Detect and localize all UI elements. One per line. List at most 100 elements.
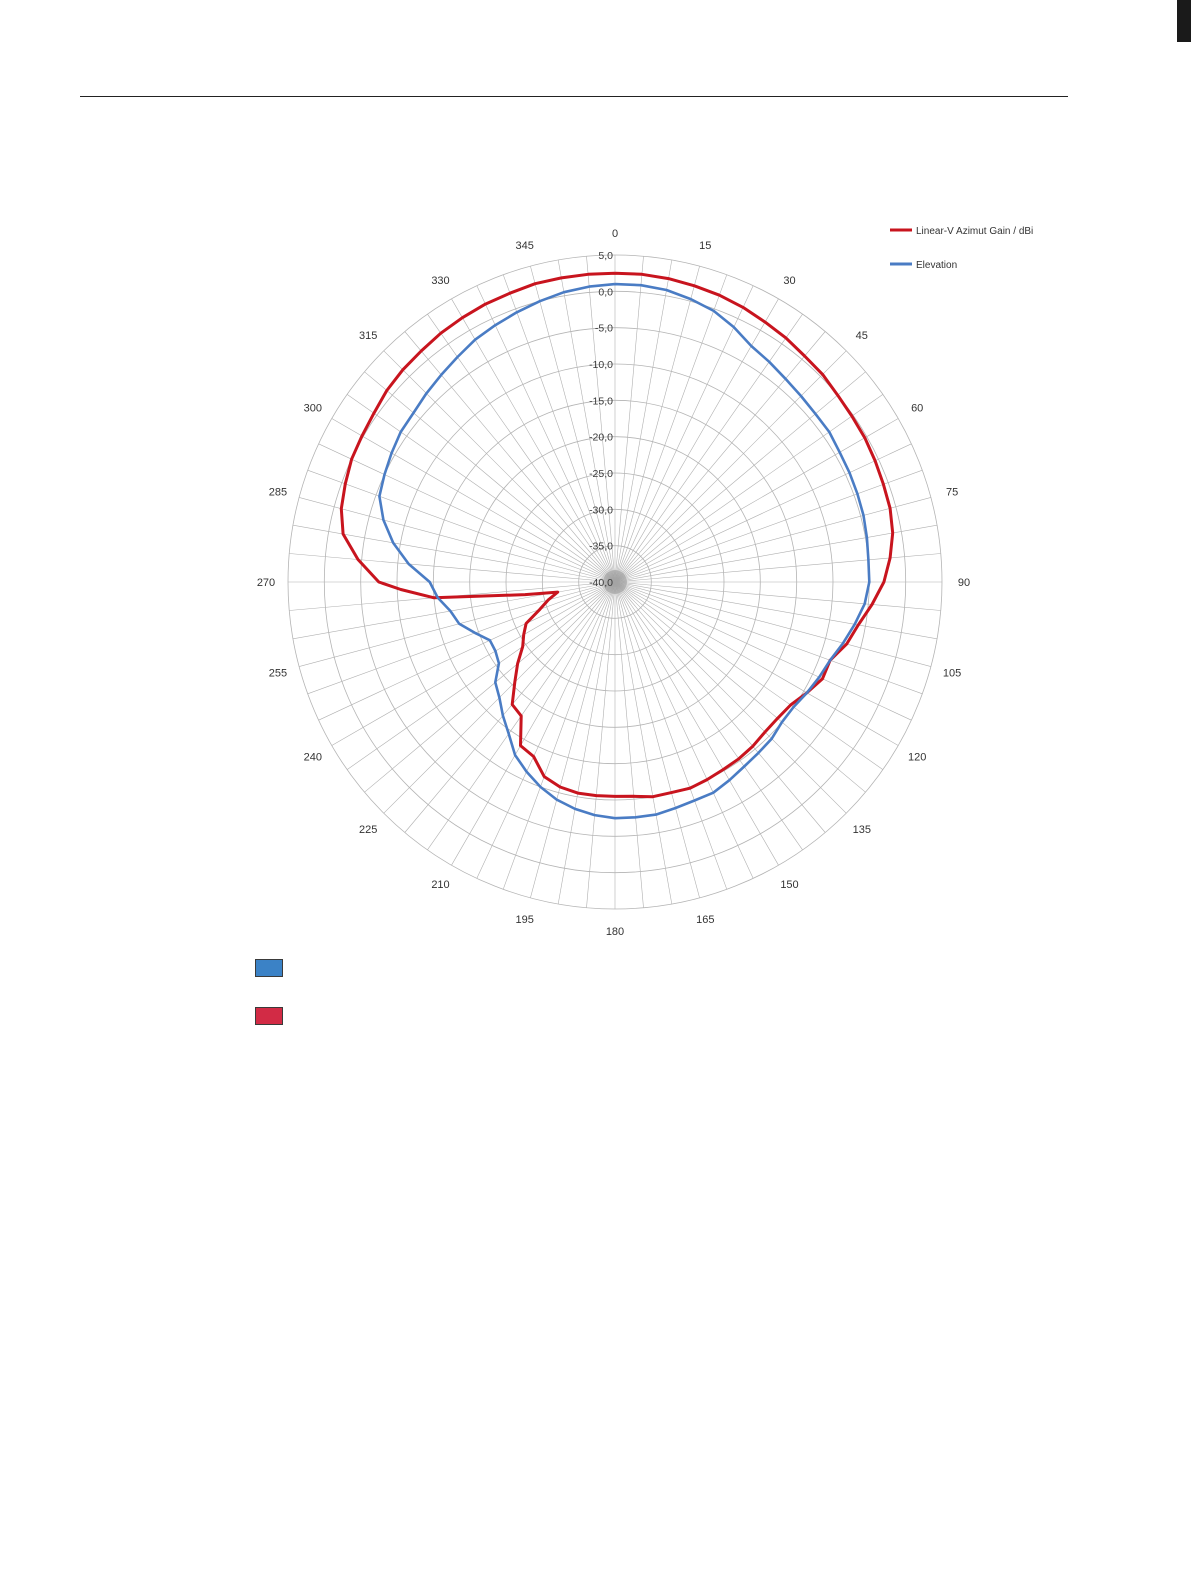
grid-spoke <box>451 581 616 866</box>
grid-spoke <box>614 259 673 583</box>
grid-spoke <box>331 581 616 746</box>
grid-spoke <box>557 581 616 905</box>
grid-spoke <box>614 331 826 583</box>
grid-spoke <box>614 285 754 583</box>
grid-spoke <box>318 443 616 583</box>
angle-tick-label: 330 <box>431 275 449 287</box>
grid-spoke <box>502 581 616 890</box>
radial-tick-label: -40,0 <box>589 577 613 589</box>
grid-spoke <box>299 581 616 667</box>
grid-spoke <box>614 581 754 879</box>
grid-spoke <box>614 581 923 695</box>
grid-spoke <box>586 581 616 908</box>
grid-spoke <box>614 581 728 890</box>
angle-tick-label: 180 <box>606 926 624 938</box>
angle-tick-label: 300 <box>304 403 322 415</box>
tick-labels: 0 15 30 45 60 75 90 105 120 135 150 165 180 195 210 225… <box>257 228 970 938</box>
grid-spoke <box>614 394 884 583</box>
page-top-rule <box>80 96 1068 97</box>
grid-spoke <box>614 581 847 814</box>
grid-spoke <box>614 581 912 721</box>
angle-tick-label: 240 <box>304 752 322 764</box>
radial-tick-label: -15,0 <box>589 395 613 407</box>
grid-spoke <box>404 331 616 583</box>
angle-tick-label: 90 <box>958 577 970 589</box>
series-line-elevation <box>378 282 871 820</box>
grid-spoke <box>346 394 616 583</box>
grid-spoke <box>614 581 866 793</box>
grid-spoke <box>307 581 616 695</box>
grid-spoke <box>614 581 931 667</box>
series-layer <box>339 271 895 820</box>
grid-spoke <box>451 298 616 583</box>
angle-tick-label: 165 <box>696 914 714 926</box>
angle-tick-label: 105 <box>943 667 961 679</box>
legend-label-elevation: Elevation <box>916 260 957 271</box>
radial-tick-label: -35,0 <box>589 541 613 553</box>
grid-ring <box>323 290 907 874</box>
grid-spoke <box>614 581 938 640</box>
legend-swatch-blue <box>255 959 283 977</box>
grid-spoke <box>383 350 616 583</box>
radial-tick-label: -5,0 <box>595 323 613 335</box>
grid-spoke <box>614 581 673 905</box>
grid-spoke <box>614 581 779 866</box>
grid-spoke <box>292 581 616 640</box>
grid-spoke <box>586 256 616 583</box>
grid-spoke <box>557 259 616 583</box>
radial-tick-label: -20,0 <box>589 432 613 444</box>
radial-tick-label: -25,0 <box>589 468 613 480</box>
angle-tick-label: 135 <box>853 824 871 836</box>
angle-tick-label: 30 <box>783 275 795 287</box>
chart-legend: Linear-V Azimut Gain / dBi Elevation <box>890 226 1033 271</box>
angle-tick-label: 195 <box>516 914 534 926</box>
grid-spoke <box>404 581 616 833</box>
angle-tick-label: 45 <box>856 330 868 342</box>
grid-ring <box>578 545 652 619</box>
grid-spoke <box>292 524 616 583</box>
grid-spoke <box>614 256 644 583</box>
grid-ring <box>505 472 725 692</box>
angle-tick-label: 210 <box>431 879 449 891</box>
radial-tick-label: -30,0 <box>589 504 613 516</box>
series-line-azimut <box>339 271 895 799</box>
grid-ring <box>287 254 943 910</box>
angle-tick-label: 120 <box>908 752 926 764</box>
grid-ring <box>541 508 689 656</box>
grid-spoke <box>502 274 616 583</box>
page-edge-tab <box>1177 0 1191 42</box>
grid-spoke <box>614 524 938 583</box>
angle-tick-label: 315 <box>359 330 377 342</box>
grid-spoke <box>364 371 616 583</box>
grid-spoke <box>318 581 616 721</box>
grid-spoke <box>614 581 826 833</box>
radial-tick-label: 0,0 <box>598 286 613 298</box>
radial-tick-label: -10,0 <box>589 359 613 371</box>
grid-spoke <box>614 553 941 583</box>
grid-spoke <box>364 581 616 793</box>
grid-spoke <box>476 581 616 879</box>
legend-swatch-red <box>255 1007 283 1025</box>
angle-tick-label: 255 <box>269 667 287 679</box>
grid-spoke <box>614 418 899 583</box>
grid-spoke <box>307 469 616 583</box>
grid-spoke <box>530 581 616 898</box>
grid-spoke <box>614 581 644 908</box>
polar-grid <box>287 254 943 910</box>
grid-spoke <box>614 581 884 770</box>
grid-spoke <box>299 497 616 583</box>
grid-spoke <box>614 274 728 583</box>
angle-tick-label: 15 <box>699 240 711 252</box>
grid-spoke <box>614 350 847 583</box>
center-hub <box>603 570 627 594</box>
grid-spoke <box>427 313 616 583</box>
grid-spoke <box>614 581 941 611</box>
grid-spoke <box>614 313 803 583</box>
angle-tick-label: 60 <box>911 403 923 415</box>
grid-spoke <box>614 497 931 583</box>
grid-spoke <box>614 443 912 583</box>
grid-spoke <box>614 581 700 898</box>
grid-spoke <box>331 418 616 583</box>
angle-tick-label: 285 <box>269 487 287 499</box>
grid-spoke <box>614 469 923 583</box>
